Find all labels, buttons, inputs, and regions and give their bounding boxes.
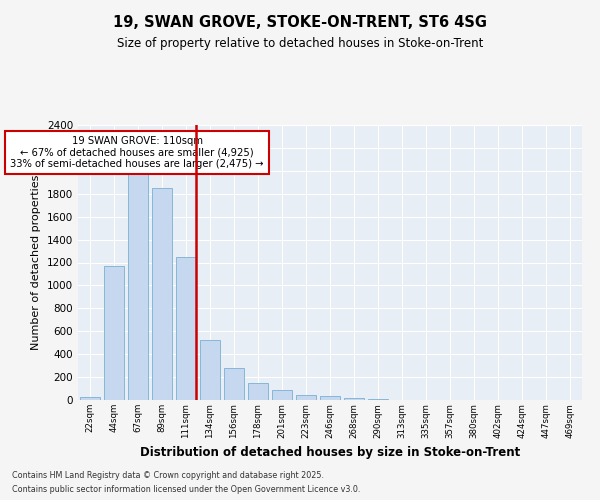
X-axis label: Distribution of detached houses by size in Stoke-on-Trent: Distribution of detached houses by size … <box>140 446 520 459</box>
Text: Contains public sector information licensed under the Open Government Licence v3: Contains public sector information licen… <box>12 486 361 494</box>
Bar <box>320 396 340 400</box>
Text: 19 SWAN GROVE: 110sqm
← 67% of detached houses are smaller (4,925)
33% of semi-d: 19 SWAN GROVE: 110sqm ← 67% of detached … <box>10 136 264 169</box>
Bar <box>200 340 220 400</box>
Bar <box>104 266 124 400</box>
Bar <box>272 390 292 400</box>
Bar <box>224 368 244 400</box>
Bar <box>344 398 364 400</box>
Text: Contains HM Land Registry data © Crown copyright and database right 2025.: Contains HM Land Registry data © Crown c… <box>12 470 324 480</box>
Bar <box>80 396 100 400</box>
Bar <box>248 383 268 400</box>
Bar <box>128 174 148 400</box>
Text: 19, SWAN GROVE, STOKE-ON-TRENT, ST6 4SG: 19, SWAN GROVE, STOKE-ON-TRENT, ST6 4SG <box>113 15 487 30</box>
Y-axis label: Number of detached properties: Number of detached properties <box>31 175 41 350</box>
Bar <box>176 257 196 400</box>
Text: Size of property relative to detached houses in Stoke-on-Trent: Size of property relative to detached ho… <box>117 38 483 51</box>
Bar <box>296 395 316 400</box>
Bar <box>152 188 172 400</box>
